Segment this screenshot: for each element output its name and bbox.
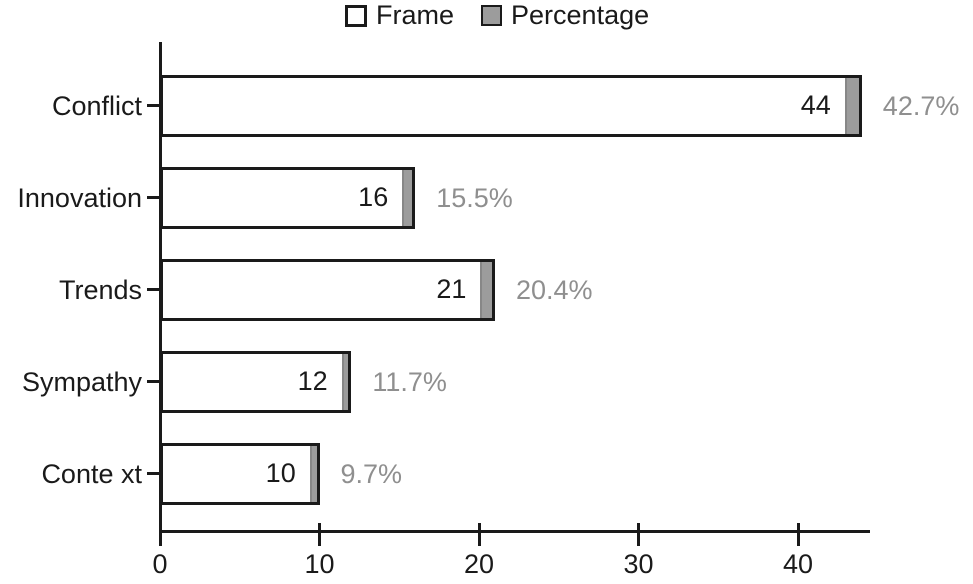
frame-bar: 21	[160, 258, 495, 321]
x-axis-tick-label: 30	[623, 549, 654, 579]
x-axis-tick-label: 20	[463, 549, 495, 579]
x-axis-tick	[477, 523, 481, 546]
percentage-label: 42.7%	[882, 90, 960, 121]
percentage-strip	[309, 445, 317, 502]
chart-legend: Frame Percentage	[345, 2, 649, 29]
category-label: Trends	[58, 274, 142, 305]
percentage-strip	[402, 169, 413, 226]
legend-label-frame: Frame	[376, 0, 455, 30]
category-label: Conte xt	[41, 458, 142, 489]
category-label: Sympathy	[21, 366, 142, 397]
category-label: Innovation	[17, 182, 142, 213]
legend-item-frame: Frame	[345, 2, 454, 29]
bar-value-label: 10	[265, 458, 296, 488]
percentage-swatch-icon	[481, 5, 503, 26]
x-axis-line	[158, 529, 870, 533]
x-axis-tick-label: 40	[782, 549, 814, 579]
percentage-strip	[844, 77, 859, 134]
frame-bar: 44	[160, 74, 862, 137]
percentage-label: 9.7%	[340, 458, 403, 489]
percentage-label: 15.5%	[436, 182, 513, 213]
x-axis-tick-label: 0	[152, 549, 168, 579]
percentage-strip	[480, 261, 492, 318]
legend-label-percentage: Percentage	[511, 0, 650, 30]
x-axis-tick	[318, 523, 321, 546]
percentage-label: 20.4%	[515, 274, 593, 305]
x-axis-tick	[158, 523, 162, 546]
bar-value-label: 12	[297, 366, 328, 396]
bar-value-label: 21	[436, 274, 467, 304]
category-label: Conflict	[51, 90, 142, 121]
frame-bar: 16	[160, 166, 416, 229]
bar-value-label: 44	[800, 90, 831, 120]
x-axis-tick	[637, 523, 640, 546]
x-axis-tick-label: 10	[304, 549, 335, 579]
frame-bar: 10	[160, 442, 320, 505]
x-axis-tick	[796, 523, 800, 546]
percentage-label: 11.7%	[372, 366, 447, 397]
frame-bar: 12	[160, 350, 352, 413]
bar-value-label: 16	[358, 182, 389, 212]
percentage-strip	[341, 353, 349, 410]
legend-item-percentage: Percentage	[481, 2, 649, 29]
frame-swatch-icon	[345, 4, 367, 27]
